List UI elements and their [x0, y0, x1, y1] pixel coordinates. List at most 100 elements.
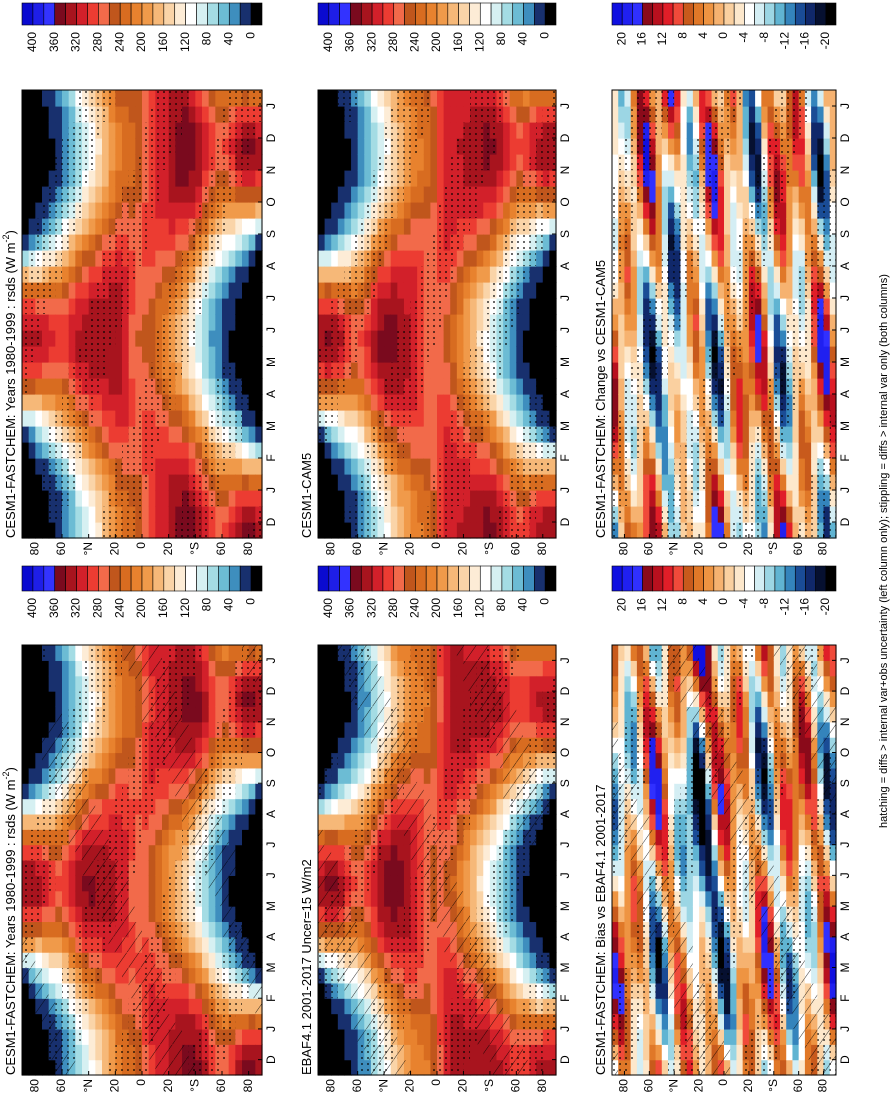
contour-cell: [351, 394, 359, 411]
contour-cell: [516, 170, 524, 187]
stipple: [215, 186, 222, 202]
contour-cell: [351, 106, 359, 123]
contour-cell: [128, 90, 136, 107]
stipple: [188, 330, 196, 346]
contour-cell: [168, 410, 176, 427]
stipple: [28, 875, 36, 891]
stipple: [390, 186, 398, 202]
contour-cell: [430, 186, 438, 203]
stipple: [215, 998, 222, 1014]
contour-cell: [155, 875, 163, 892]
contour-cell: [208, 346, 216, 363]
contour-cell: [128, 282, 136, 299]
contour-cell: [228, 675, 236, 692]
stipple: [235, 721, 242, 738]
contour-cell: [337, 218, 346, 235]
stipple: [324, 330, 332, 346]
contour-cell: [476, 218, 484, 235]
contour-cell: [42, 362, 50, 379]
stipple: [463, 394, 471, 410]
contour-cell: [202, 394, 210, 411]
stipple: [182, 506, 189, 522]
contour-cell: [324, 282, 332, 299]
contour-cell: [370, 410, 379, 427]
stipple: [228, 952, 236, 968]
stipple: [430, 266, 437, 282]
contour-cell: [75, 890, 83, 907]
contour-cell: [377, 122, 385, 139]
contour-cell: [188, 362, 196, 379]
colorbar-label: 40: [221, 32, 235, 46]
stipple: [95, 660, 102, 676]
contour-cell: [102, 752, 110, 769]
stipple: [529, 234, 537, 250]
contour-cell: [195, 138, 203, 155]
stipple: [215, 737, 222, 753]
contour-cell: [108, 767, 116, 784]
contour-cell: [456, 330, 465, 347]
stipple: [168, 660, 176, 676]
lat-label: 80: [241, 542, 255, 556]
stipple: [370, 202, 378, 218]
contour-cell: [324, 234, 332, 251]
contour-cell: [255, 767, 263, 784]
stipple: [208, 218, 216, 234]
stipple: [148, 458, 156, 474]
contour-cell: [450, 378, 458, 395]
stipple: [202, 506, 209, 522]
stipple: [318, 362, 325, 378]
stipple: [529, 426, 537, 442]
hatch: [95, 829, 102, 845]
contour-cell: [549, 522, 557, 539]
hatch: [248, 982, 256, 999]
stipple: [222, 170, 229, 186]
stipple: [397, 106, 404, 122]
contour-cell: [248, 998, 256, 1015]
stipple: [536, 154, 543, 170]
stipple: [351, 250, 358, 266]
contour-cell: [195, 426, 203, 443]
contour-cell: [22, 202, 30, 219]
stipple: [142, 721, 149, 738]
stipple: [536, 410, 543, 426]
hatch: [102, 906, 109, 922]
stipple: [470, 362, 477, 378]
contour-cell: [470, 458, 478, 475]
stipple: [68, 186, 76, 202]
contour-cell: [377, 138, 385, 155]
stipple: [255, 506, 262, 522]
contour-cell: [364, 138, 372, 155]
contour-cell: [397, 266, 405, 283]
stipple: [443, 250, 451, 266]
hatch: [155, 1013, 162, 1029]
contour-cell: [142, 314, 150, 331]
hatch: [142, 982, 149, 999]
contour-cell: [95, 458, 103, 475]
hatch: [148, 660, 156, 676]
colorbar-cell: [119, 2, 132, 26]
contour-cell: [115, 170, 123, 187]
colorbar-cell: [185, 2, 197, 26]
stipple: [208, 783, 216, 799]
contour-cell: [437, 394, 445, 411]
hatch: [48, 752, 56, 768]
stipple: [88, 967, 96, 983]
hatch: [28, 1013, 36, 1029]
stipple: [208, 982, 216, 999]
hatch: [122, 921, 129, 937]
stipple: [364, 506, 371, 522]
contour-cell: [489, 458, 498, 475]
contour-cell: [542, 282, 550, 299]
contour-cell: [108, 138, 116, 155]
contour-cell: [188, 186, 196, 203]
contour-cell: [108, 783, 116, 800]
contour-cell: [95, 410, 103, 427]
colorbar-cell: [512, 2, 524, 26]
contour-cell: [95, 767, 103, 784]
contour-cell: [390, 346, 398, 363]
contour-cell: [470, 234, 478, 251]
contour-cell: [162, 282, 170, 299]
stipple: [202, 1028, 209, 1045]
contour-cell: [529, 298, 537, 315]
contour-cell: [55, 860, 63, 876]
